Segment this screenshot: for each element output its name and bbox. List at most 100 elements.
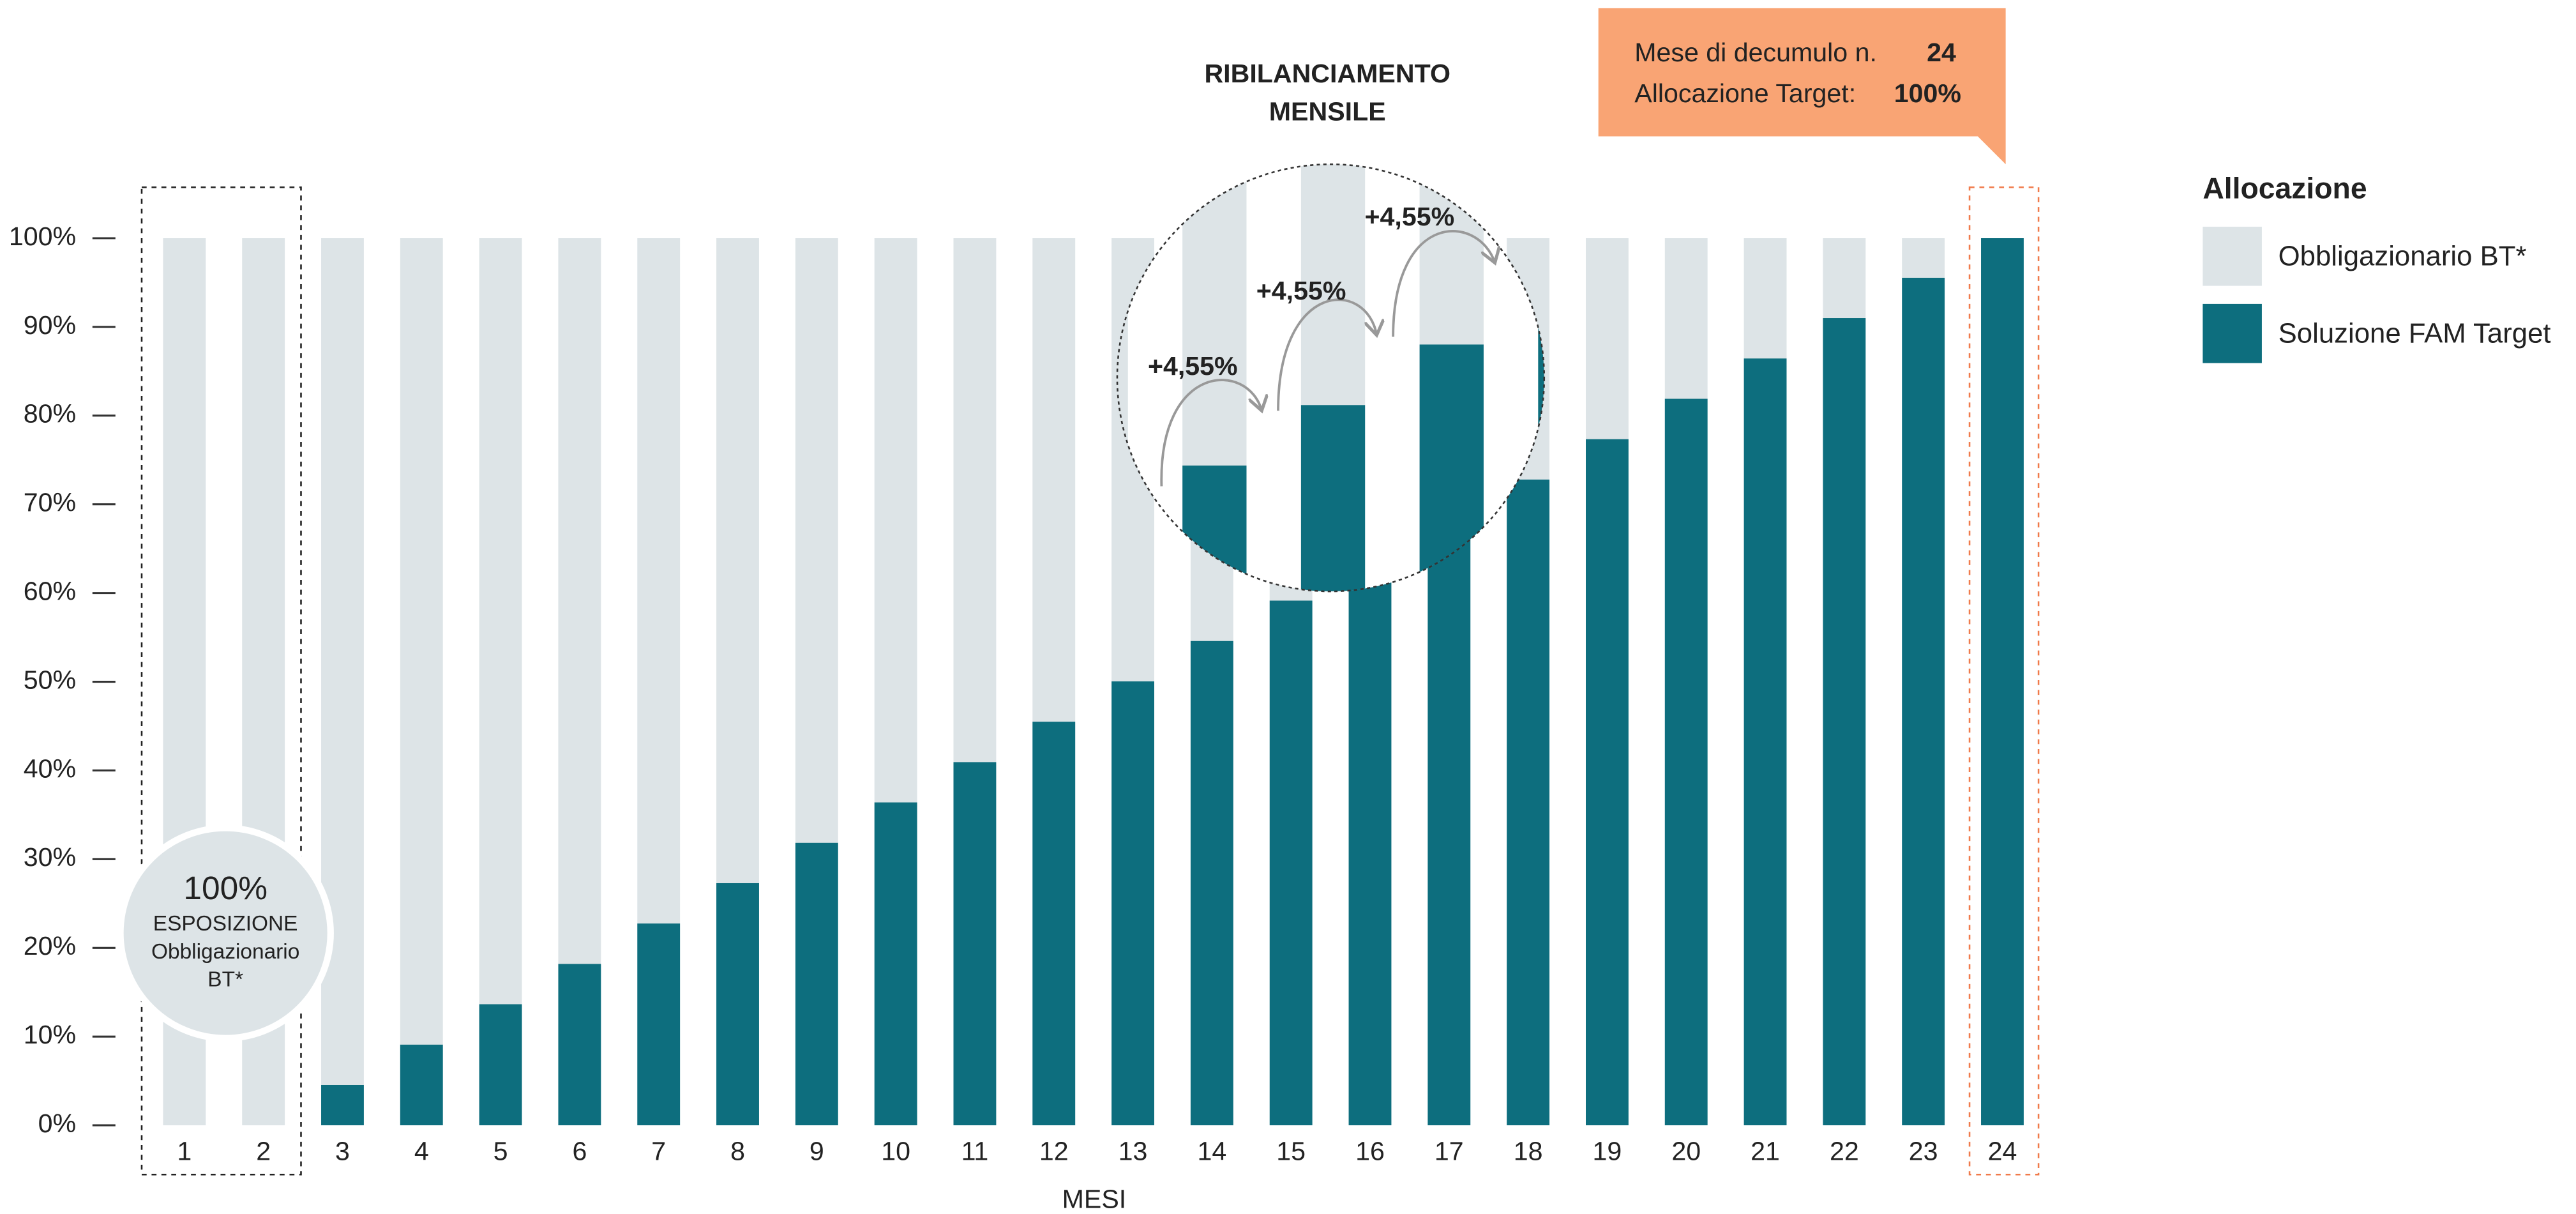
y-tick-label: 0%: [38, 1109, 76, 1138]
x-tick-label: 13: [1119, 1137, 1148, 1166]
callout-text: 24: [1927, 38, 1956, 67]
bar-segment: [1419, 164, 1484, 345]
bar-segment: [1032, 722, 1076, 1126]
increment-label: +4,55%: [1148, 351, 1238, 381]
y-tick-label: 70%: [24, 488, 76, 517]
bar-segment: [637, 238, 681, 924]
bar-segment: [1507, 479, 1550, 1126]
x-tick-label: 22: [1830, 1137, 1859, 1166]
highlight-box: [1968, 186, 2040, 1176]
bar-segment: [637, 923, 681, 1126]
bar-segment: [558, 238, 601, 964]
x-tick-label: 4: [414, 1137, 429, 1166]
x-tick-label: 11: [961, 1137, 989, 1166]
bar-segment: [1664, 238, 1708, 399]
lens-border: [1116, 163, 1546, 593]
bar-segment: [400, 1044, 443, 1126]
x-tick-label: 23: [1909, 1137, 1938, 1166]
legend-title: Allocazione: [2203, 172, 2367, 205]
callout-box: [1598, 8, 2006, 165]
bar-segment: [716, 238, 759, 883]
bar-segment: [1981, 238, 2024, 1126]
bar-segment: [1427, 520, 1471, 1126]
x-tick-label: 18: [1514, 1137, 1543, 1166]
x-tick-label: 2: [256, 1137, 271, 1166]
bar-segment: [1902, 277, 1945, 1126]
x-tick-label: 7: [651, 1137, 666, 1166]
x-tick-label: 21: [1751, 1137, 1780, 1166]
y-tick-label: 60%: [24, 577, 76, 606]
y-tick-label: 50%: [24, 665, 76, 694]
badge-text: Obbligazionario: [151, 940, 299, 964]
bar-segment: [321, 1084, 364, 1126]
bar-segment: [1585, 439, 1629, 1126]
x-tick-label: 5: [493, 1137, 508, 1166]
title: RIBILANCIAMENTO: [1204, 59, 1450, 88]
y-tick-label: 40%: [24, 754, 76, 783]
badge-text: BT*: [207, 968, 243, 992]
x-tick-label: 10: [881, 1137, 910, 1166]
bars: [163, 238, 2024, 1126]
badge: [117, 824, 334, 1042]
callout-text: Mese di decumulo n.: [1634, 38, 1877, 67]
x-tick-label: 14: [1197, 1137, 1226, 1166]
bar-segment: [1032, 238, 1076, 722]
x-tick-label: 9: [810, 1137, 824, 1166]
bar-segment: [1823, 238, 1866, 319]
x-tick-label: 6: [572, 1137, 587, 1166]
increment-label: +4,55%: [1256, 276, 1346, 305]
bar-segment: [1300, 405, 1366, 592]
arrows: [1160, 230, 1495, 487]
x-tick-label: 8: [730, 1137, 745, 1166]
bar-segment: [1744, 358, 1787, 1126]
bar-segment: [874, 238, 917, 803]
legend-swatch: [2203, 303, 2262, 363]
bar-segment: [1190, 641, 1233, 1126]
x-tick-label: 19: [1593, 1137, 1622, 1166]
x-tick-label: 12: [1039, 1137, 1069, 1166]
zoom-lens: [1117, 164, 1544, 592]
x-tick-label: 3: [335, 1137, 350, 1166]
y-tick-label: 30%: [24, 842, 76, 872]
badge-text: ESPOSIZIONE: [153, 912, 298, 936]
bar-segment: [558, 964, 601, 1126]
y-tick-label: 10%: [24, 1020, 76, 1049]
y-tick-label: 80%: [24, 399, 76, 429]
title: MENSILE: [1269, 96, 1386, 126]
legend-label: Obbligazionario BT*: [2278, 240, 2527, 271]
bar-segment: [795, 842, 838, 1126]
legend-swatch: [2203, 226, 2262, 286]
bar-segment: [1823, 318, 1866, 1126]
bar-segment: [716, 883, 759, 1126]
x-tick-label: 24: [1988, 1137, 2017, 1166]
zoomed-bars: [1117, 164, 1544, 592]
bar-segment: [479, 1004, 522, 1126]
bar-segment: [479, 238, 522, 1005]
callout-text: Allocazione Target:: [1634, 79, 1856, 108]
x-tick-label: 17: [1435, 1137, 1464, 1166]
bar-segment: [1664, 398, 1708, 1126]
bar-segment: [1585, 238, 1629, 439]
y-tick-label: 100%: [9, 222, 76, 251]
y-tick-label: 20%: [24, 931, 76, 960]
x-tick-label: 16: [1355, 1137, 1385, 1166]
bar-segment: [1300, 164, 1366, 406]
bar-segment: [1111, 681, 1155, 1126]
highlight-box: [140, 186, 302, 1176]
badge-text: 100%: [183, 869, 267, 906]
bar-segment: [953, 238, 997, 763]
y-tick-label: 90%: [24, 310, 76, 340]
bar-segment: [400, 238, 443, 1045]
legend-label: Soluzione FAM Target: [2278, 317, 2551, 349]
bar-segment: [1269, 600, 1313, 1126]
bar-segment: [1744, 238, 1787, 359]
callout-text: 100%: [1894, 79, 1961, 108]
increment-label: +4,55%: [1365, 202, 1455, 231]
bar-segment: [1348, 560, 1392, 1126]
x-tick-label: 15: [1276, 1137, 1306, 1166]
x-tick-label: 1: [177, 1137, 192, 1166]
x-tick-label: 20: [1671, 1137, 1701, 1166]
bar-segment: [874, 802, 917, 1126]
bar-segment: [1902, 238, 1945, 278]
